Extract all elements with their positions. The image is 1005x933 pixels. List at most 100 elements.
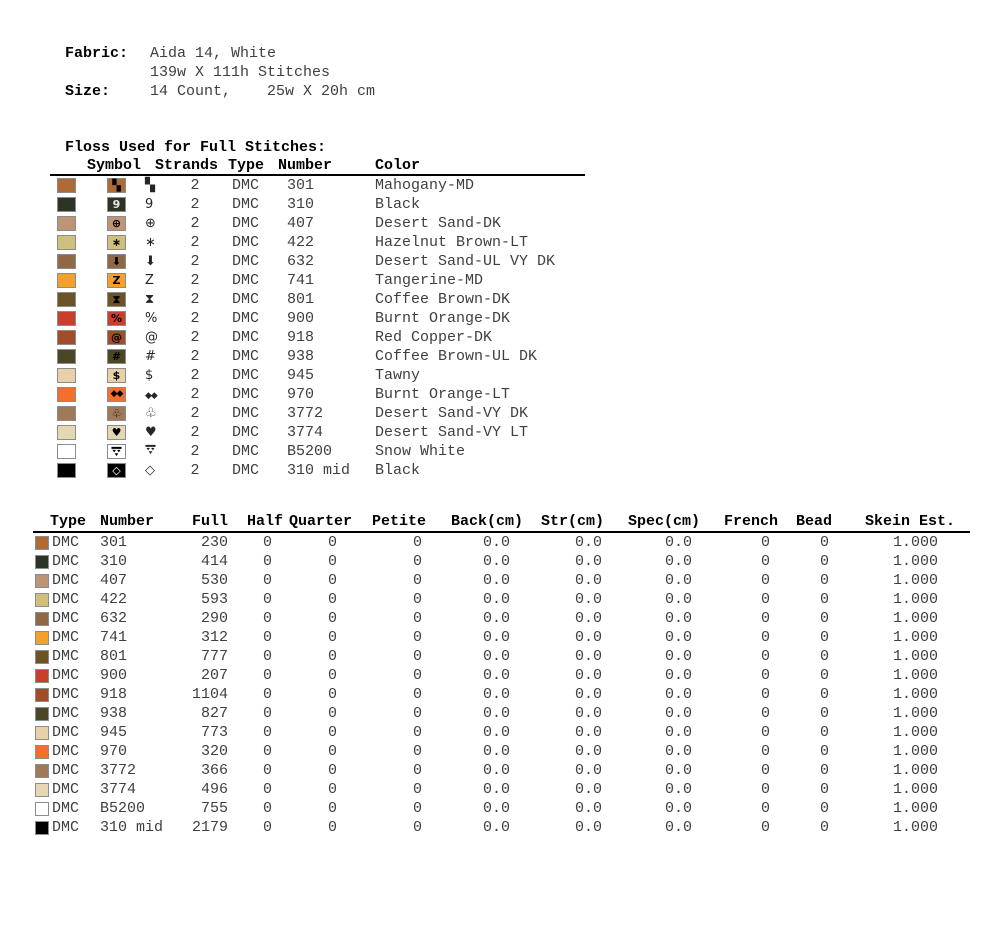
color-swatch	[35, 611, 49, 626]
color-swatch	[57, 311, 76, 326]
usage-row: DMC 310 414 0 0 0 0.0 0.0 0.0 0 0 1.000	[33, 552, 970, 571]
usage-skein: 1.000	[892, 781, 938, 798]
usage-str: 0.0	[574, 591, 602, 608]
floss-number: 938	[287, 348, 315, 365]
usage-str: 0.0	[574, 572, 602, 589]
size-value: 14 Count, 25w X 20h cm	[150, 83, 376, 100]
floss-color-name: Desert Sand-UL VY DK	[375, 253, 556, 270]
usage-quarter: 0	[327, 686, 337, 703]
usage-skein: 1.000	[892, 553, 938, 570]
usage-bead: 0	[819, 534, 829, 551]
fabric-line: Fabric: Aida 14, White	[65, 44, 375, 63]
usage-str: 0.0	[574, 743, 602, 760]
symbol-on-swatch: ♥	[107, 425, 126, 440]
hourglass-icon: ⧗	[112, 293, 121, 306]
usage-back: 0.0	[482, 705, 510, 722]
size-label: Size:	[65, 83, 111, 100]
usage-french: 0	[760, 724, 770, 741]
usage-back: 0.0	[482, 686, 510, 703]
usage-skein: 1.000	[892, 648, 938, 665]
floss-number: 407	[287, 215, 315, 232]
floss-row: $ $2 DMC 945 Tawny	[50, 366, 585, 385]
usage-full: 1104	[191, 686, 228, 703]
floss-type: DMC	[232, 196, 260, 213]
stitch-symbol: ∗	[145, 235, 156, 250]
stitch-symbol	[145, 444, 156, 459]
stitch-symbol: ♧	[145, 406, 157, 421]
floss-number: 3774	[287, 424, 324, 441]
usage-spec: 0.0	[664, 534, 692, 551]
floss-type: DMC	[232, 234, 260, 251]
usage-str: 0.0	[574, 667, 602, 684]
usage-bead: 0	[819, 667, 829, 684]
floss-row: ⬇ ⬇ 2 DMC 632 Desert Sand-UL VY DK	[50, 252, 585, 271]
stitch-symbol: @	[145, 330, 158, 345]
usage-header-half: Half	[246, 513, 283, 530]
usage-french: 0	[760, 553, 770, 570]
floss-number: B5200	[287, 443, 333, 460]
usage-spec: 0.0	[664, 591, 692, 608]
usage-skein: 1.000	[892, 800, 938, 817]
usage-str: 0.0	[574, 686, 602, 703]
floss-type: DMC	[232, 386, 260, 403]
strands-value: 2	[190, 348, 200, 365]
color-swatch	[57, 406, 76, 421]
floss-color-name: Coffee Brown-DK	[375, 291, 511, 308]
strands-value: 2	[190, 462, 200, 479]
usage-petite: 0	[412, 724, 422, 741]
stitch-symbol: ⊕	[145, 216, 156, 231]
stitch-usage-table: Type Number Full Half Quarter Petite Bac…	[33, 512, 970, 837]
usage-header-str: Str(cm)	[540, 513, 604, 530]
floss-number: 801	[287, 291, 315, 308]
diamond-outline-icon: ◇	[112, 464, 121, 477]
usage-row: DMC 938 827 0 0 0 0.0 0.0 0.0 0 0 1.000	[33, 704, 970, 723]
strands-value: 2	[190, 367, 200, 384]
stitch-symbol: %	[145, 311, 157, 326]
fabric-info: Fabric: Aida 14, White 139w X 111h Stitc…	[65, 44, 375, 101]
usage-spec: 0.0	[664, 781, 692, 798]
usage-bead: 0	[819, 648, 829, 665]
usage-bead: 0	[819, 743, 829, 760]
symbol-on-swatch: ◆◆	[107, 387, 126, 402]
usage-bead: 0	[819, 819, 829, 836]
usage-spec: 0.0	[664, 553, 692, 570]
usage-back: 0.0	[482, 591, 510, 608]
diamond-outline-icon: ◇	[145, 463, 155, 478]
asterisk-star-icon: ∗	[145, 235, 156, 250]
color-swatch	[57, 330, 76, 345]
stitch-symbol: #	[145, 349, 156, 364]
floss-row: ♧ ♧ 2 DMC 3772 Desert Sand-VY DK	[50, 404, 585, 423]
asterisk-star-icon: ∗	[111, 236, 122, 249]
stitch-count-line: 139w X 111h Stitches	[65, 63, 375, 82]
color-swatch	[35, 706, 49, 721]
checker-quadrant-icon: ▚	[145, 178, 155, 193]
usage-full: 593	[200, 591, 228, 608]
usage-number: 632	[100, 610, 128, 627]
usage-quarter: 0	[327, 553, 337, 570]
symbol-on-swatch: ⬇	[107, 254, 126, 269]
usage-header-type: Type	[50, 513, 87, 530]
usage-back: 0.0	[482, 819, 510, 836]
usage-row: DMC 632 290 0 0 0 0.0 0.0 0.0 0 0 1.000	[33, 609, 970, 628]
usage-spec: 0.0	[664, 648, 692, 665]
floss-row: Z Z 2 DMC 741 Tangerine-MD	[50, 271, 585, 290]
strands-value: 2	[190, 424, 200, 441]
usage-french: 0	[760, 743, 770, 760]
double-diamond-icon: ◆◆	[110, 389, 124, 399]
usage-header-row: Type Number Full Half Quarter Petite Bac…	[33, 512, 970, 532]
usage-half: 0	[262, 667, 272, 684]
floss-type: DMC	[232, 348, 260, 365]
floss-type: DMC	[232, 215, 260, 232]
usage-number: 310	[100, 553, 128, 570]
usage-header-petite: Petite	[371, 513, 426, 530]
usage-full: 2179	[191, 819, 228, 836]
usage-quarter: 0	[327, 648, 337, 665]
usage-type: DMC	[52, 686, 80, 703]
color-swatch	[57, 292, 76, 307]
floss-type: DMC	[232, 329, 260, 346]
floss-type: DMC	[232, 253, 260, 270]
usage-header-full: Full	[191, 513, 228, 530]
usage-french: 0	[760, 610, 770, 627]
usage-petite: 0	[412, 534, 422, 551]
usage-number: 301	[100, 534, 128, 551]
